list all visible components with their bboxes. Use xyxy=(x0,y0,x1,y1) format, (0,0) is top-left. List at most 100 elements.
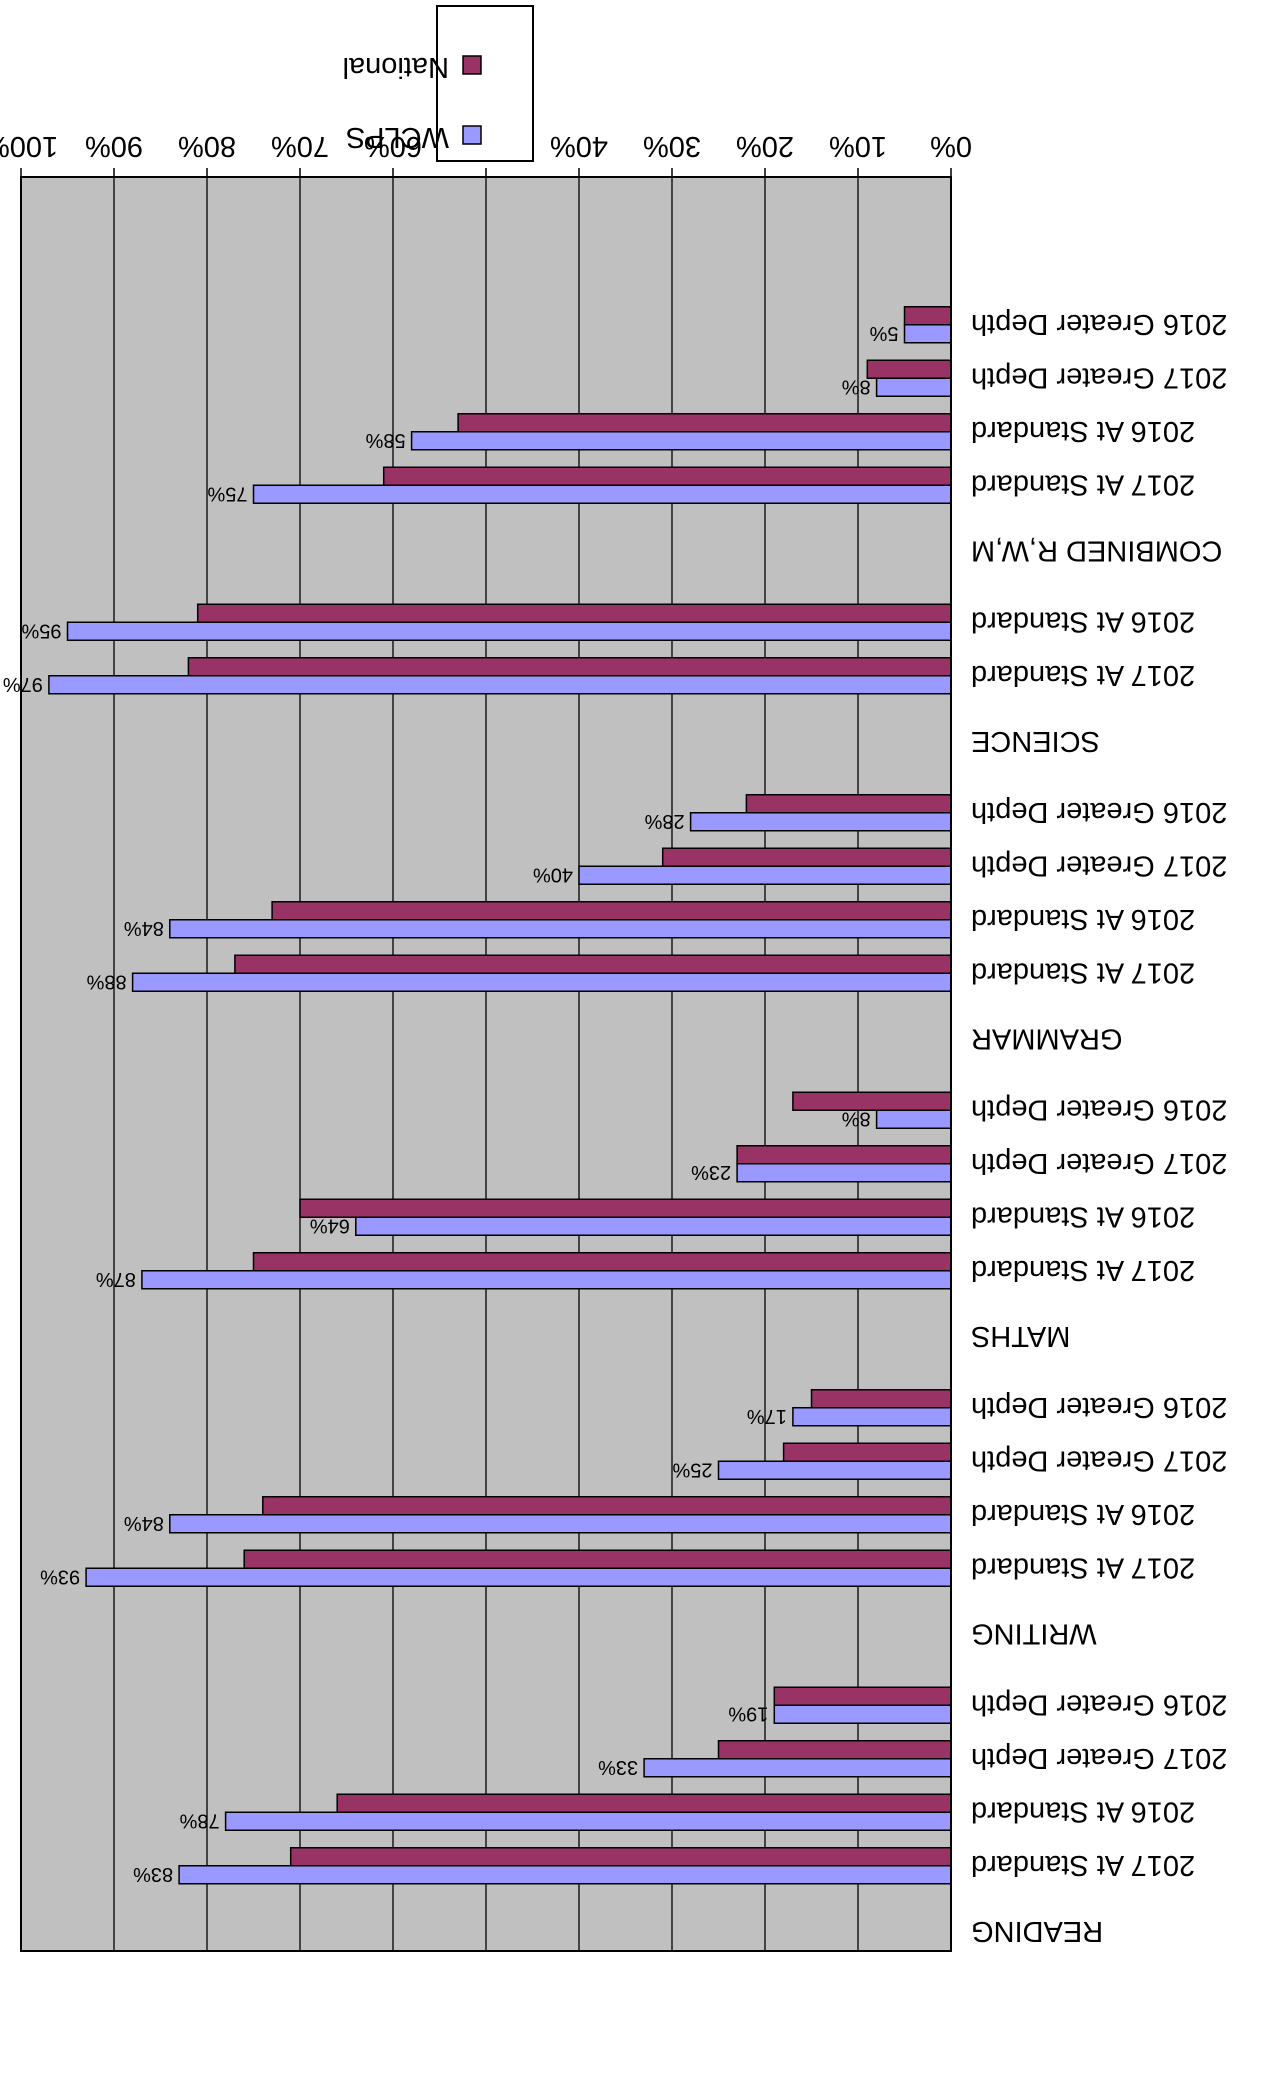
bar-wclps xyxy=(875,1109,952,1129)
bar-national xyxy=(382,466,952,486)
data-label: 84% xyxy=(124,1512,164,1534)
bar-wclps xyxy=(131,972,952,992)
tick-label: 60% xyxy=(364,130,422,162)
legend-label: National xyxy=(343,51,449,83)
bar-national xyxy=(336,1793,952,1813)
bar-national xyxy=(903,306,952,326)
bar-national xyxy=(717,1740,952,1760)
bar-national xyxy=(234,954,952,974)
data-labels: 83% 78% 33% 19% 93% 84% 25% 17% 87% 64% 23% 8% 88% 84… xyxy=(3,322,899,1885)
category-label: 2016 At Standard xyxy=(971,415,1195,447)
group-label: WRITING xyxy=(971,1618,1097,1650)
category-label: 2016 Greater Depth xyxy=(971,796,1227,828)
bar-wclps xyxy=(643,1758,952,1778)
bar-wclps xyxy=(903,324,952,344)
bar-wclps xyxy=(773,1704,952,1724)
category-label: 2016 Greater Depth xyxy=(971,1688,1227,1720)
bar-national xyxy=(866,359,952,379)
category-label: 2017 Greater Depth xyxy=(971,361,1227,393)
bar-wclps xyxy=(875,377,952,397)
category-label: 2016 At Standard xyxy=(971,1795,1195,1827)
category-label: 2016 Greater Depth xyxy=(971,1093,1227,1125)
legend-box xyxy=(436,5,534,162)
data-label: 25% xyxy=(672,1458,712,1480)
data-label: 75% xyxy=(207,482,247,504)
bar-wclps xyxy=(141,1270,952,1290)
data-label: 40% xyxy=(533,863,573,885)
bar-national xyxy=(736,1145,952,1165)
bar-national xyxy=(299,1198,952,1218)
data-label: 28% xyxy=(644,810,684,832)
bar-wclps xyxy=(689,812,952,832)
bar-wclps xyxy=(252,484,952,504)
legend-swatch xyxy=(462,125,482,145)
group-label: SCIENCE xyxy=(971,725,1100,757)
bar-wclps xyxy=(169,919,952,939)
bar-wclps xyxy=(410,431,952,451)
category-label: 2016 At Standard xyxy=(971,1498,1195,1530)
tick-label: 40% xyxy=(550,130,608,162)
bar-national xyxy=(773,1686,952,1706)
data-label: 17% xyxy=(747,1405,787,1427)
data-label: 33% xyxy=(598,1756,638,1778)
category-label: 2016 At Standard xyxy=(971,605,1195,637)
tick-label: 80% xyxy=(178,130,236,162)
category-label: 2016 At Standard xyxy=(971,903,1195,935)
data-label: 95% xyxy=(21,619,61,641)
tick-label: 10% xyxy=(829,130,887,162)
bar-national xyxy=(289,1847,952,1867)
legend-swatch xyxy=(462,55,482,75)
group-label: GRAMMAR xyxy=(971,1023,1122,1055)
bars xyxy=(48,306,952,1885)
tick-label: 20% xyxy=(736,130,794,162)
bar-wclps xyxy=(717,1460,952,1480)
data-label: 23% xyxy=(691,1161,731,1183)
category-label: 2016 Greater Depth xyxy=(971,1391,1227,1423)
bar-wclps xyxy=(578,865,952,885)
category-label: 2017 Greater Depth xyxy=(971,1147,1227,1179)
category-label: 2016 Greater Depth xyxy=(971,308,1227,340)
bar-national xyxy=(782,1442,952,1462)
bar-national xyxy=(792,1091,952,1111)
data-label: 88% xyxy=(86,970,126,992)
data-label: 87% xyxy=(96,1268,136,1290)
bar-wclps xyxy=(85,1567,952,1587)
bar-national xyxy=(810,1389,952,1409)
category-label: 2017 Greater Depth xyxy=(971,849,1227,881)
bar-national xyxy=(196,603,952,623)
category-label: 2017 At Standard xyxy=(971,1551,1195,1583)
category-label: 2017 At Standard xyxy=(971,956,1195,988)
bar-national xyxy=(262,1496,952,1516)
legend: WCLPS National xyxy=(343,5,534,162)
data-label: 19% xyxy=(728,1702,768,1724)
data-label: 5% xyxy=(869,322,898,344)
bar-national xyxy=(457,413,952,433)
bar-national xyxy=(187,657,952,677)
bar-national xyxy=(271,901,952,921)
category-label: 2017 Greater Depth xyxy=(971,1444,1227,1476)
category-labels: READING 2017 At Standard 2016 At Standard 2… xyxy=(971,308,1227,1947)
bar-wclps xyxy=(169,1514,952,1534)
rotated-chart: 83% 78% 33% 19% 93% 84% 25% 17% 87% 64% 23% 8% 88% 84… xyxy=(0,5,1227,1952)
category-label: 2016 At Standard xyxy=(971,1200,1195,1232)
data-label: 78% xyxy=(179,1809,219,1831)
tick-label: 70% xyxy=(271,130,329,162)
category-label: 2017 Greater Depth xyxy=(971,1742,1227,1774)
bar-wclps xyxy=(224,1811,952,1831)
legend-label: WCLPS xyxy=(346,121,449,153)
bar-national xyxy=(252,1252,952,1272)
category-label: 2017 At Standard xyxy=(971,1254,1195,1286)
data-label: 97% xyxy=(3,673,43,695)
bar-national xyxy=(243,1549,952,1569)
category-label: 2017 At Standard xyxy=(971,659,1195,691)
bar-wclps xyxy=(792,1407,952,1427)
bar-wclps xyxy=(178,1865,952,1885)
data-label: 8% xyxy=(841,1107,870,1129)
data-label: 83% xyxy=(133,1863,173,1885)
bar-national xyxy=(661,847,952,867)
tick-label: 100% xyxy=(0,130,58,162)
category-label: 2017 At Standard xyxy=(971,468,1195,500)
group-label: COMBINED R,W,M xyxy=(971,535,1222,567)
data-label: 8% xyxy=(841,375,870,397)
